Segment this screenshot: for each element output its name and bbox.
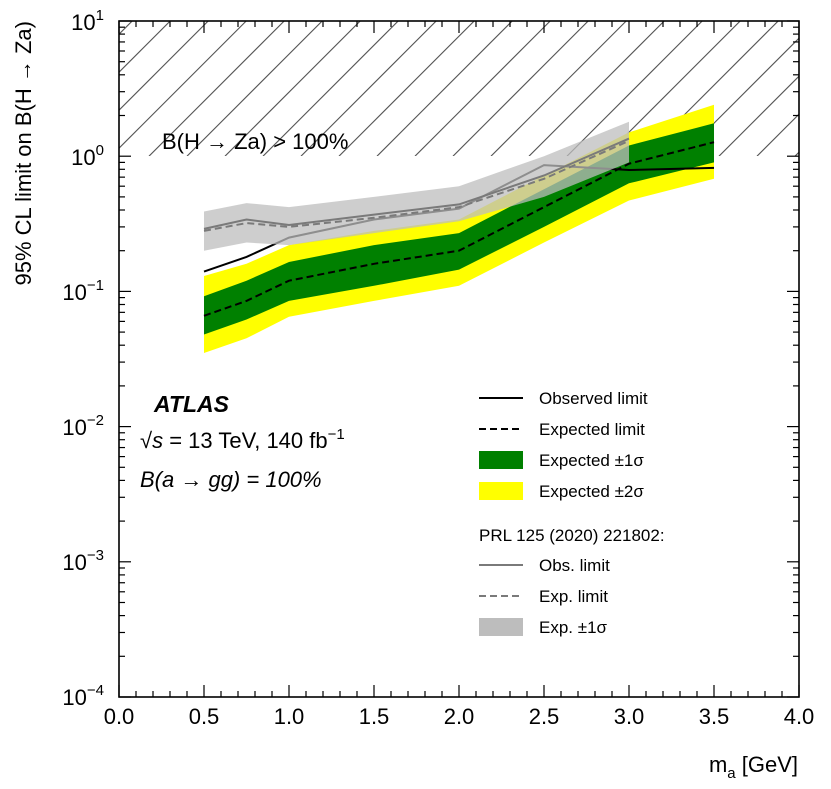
legend-swatch [479,451,523,469]
prl-legend-label: Exp. limit [539,587,608,606]
y-tick-labels: 101 100 10−1 10−2 10−3 10−4 [62,7,104,710]
x-tick-label: 1.0 [274,704,305,729]
prl-legend-entry: Obs. limit [479,556,610,575]
legend-entry: Expected ±2σ [479,482,644,501]
hatch-line [490,21,627,156]
prl-legend-entry: Exp. ±1σ [479,618,608,637]
hatch-line [756,113,799,156]
legend-label: Expected limit [539,420,645,439]
prl-legend-swatch [479,618,523,636]
x-tick-label: 3.5 [699,704,730,729]
prl-legend-entry: Exp. limit [479,587,608,606]
legend-label: Observed limit [539,389,648,408]
x-tick-label: 2.5 [529,704,560,729]
y-axis-title: 95% CL limit on B(H → Za) [11,21,36,285]
line-layer [203,121,715,317]
excluded-region-label: B(H → Za) > 100% [162,129,348,154]
prl-observed-line [203,137,630,230]
x-tick-label: 3.0 [614,704,645,729]
hatch-line [119,21,171,73]
legend-entry: Expected limit [479,420,645,439]
legend: Observed limit Expected limit Expected ±1σ… [479,389,648,637]
y-tick-label: 10−4 [62,682,104,710]
excluded-region-hatch [119,21,799,156]
hatch-line [262,21,399,156]
br-label: B(a → gg) = 100% [140,467,322,492]
prl-legend-title: PRL 125 (2020) 221802: [479,526,665,545]
x-tick-label: 1.5 [359,704,390,729]
hatch-line [718,75,799,156]
legend-entry: Expected ±1σ [479,451,644,470]
hatch-line [338,21,475,156]
prl-1sigma-band [204,121,629,251]
prl-expected-line [203,139,630,232]
y-tick-label: 10−1 [62,277,104,305]
energy-label: √s = 13 TeV, 140 fb−1 [140,426,345,453]
expected-limit-line [203,141,715,317]
prl-legend-label: Obs. limit [539,556,610,575]
hatch-line [414,21,551,156]
y-tick-label: 10−2 [62,412,104,440]
x-tick-label: 0.5 [189,704,220,729]
x-axis-title: ma [GeV] [709,752,798,782]
prl-legend-label: Exp. ±1σ [539,618,608,637]
y-tick-label: 10−3 [62,547,104,575]
legend-label: Expected ±2σ [539,482,644,501]
x-tick-labels: 0.0 0.5 1.0 1.5 2.0 2.5 3.0 3.5 4.0 [104,704,815,729]
hatch-line [794,151,799,156]
x-tick-label: 4.0 [784,704,815,729]
hatch-line [119,21,209,111]
x-tick-label: 2.0 [444,704,475,729]
hatch-line [224,21,361,156]
legend-label: Expected ±1σ [539,451,644,470]
y-tick-label: 100 [71,142,104,170]
hatch-line [300,21,437,156]
y-tick-label: 101 [71,7,104,35]
legend-entry: Observed limit [479,389,648,408]
plot-frame [118,20,800,698]
hatch-line [452,21,589,156]
hatch-line [148,21,285,156]
legend-swatch [479,482,523,500]
hatch-line [528,21,665,156]
hatch-line [566,21,703,156]
hatch-line [376,21,513,156]
hatch-line [186,21,323,156]
experiment-label: ATLAS [153,391,230,417]
hatch-line [119,21,247,149]
x-tick-label: 0.0 [104,704,135,729]
